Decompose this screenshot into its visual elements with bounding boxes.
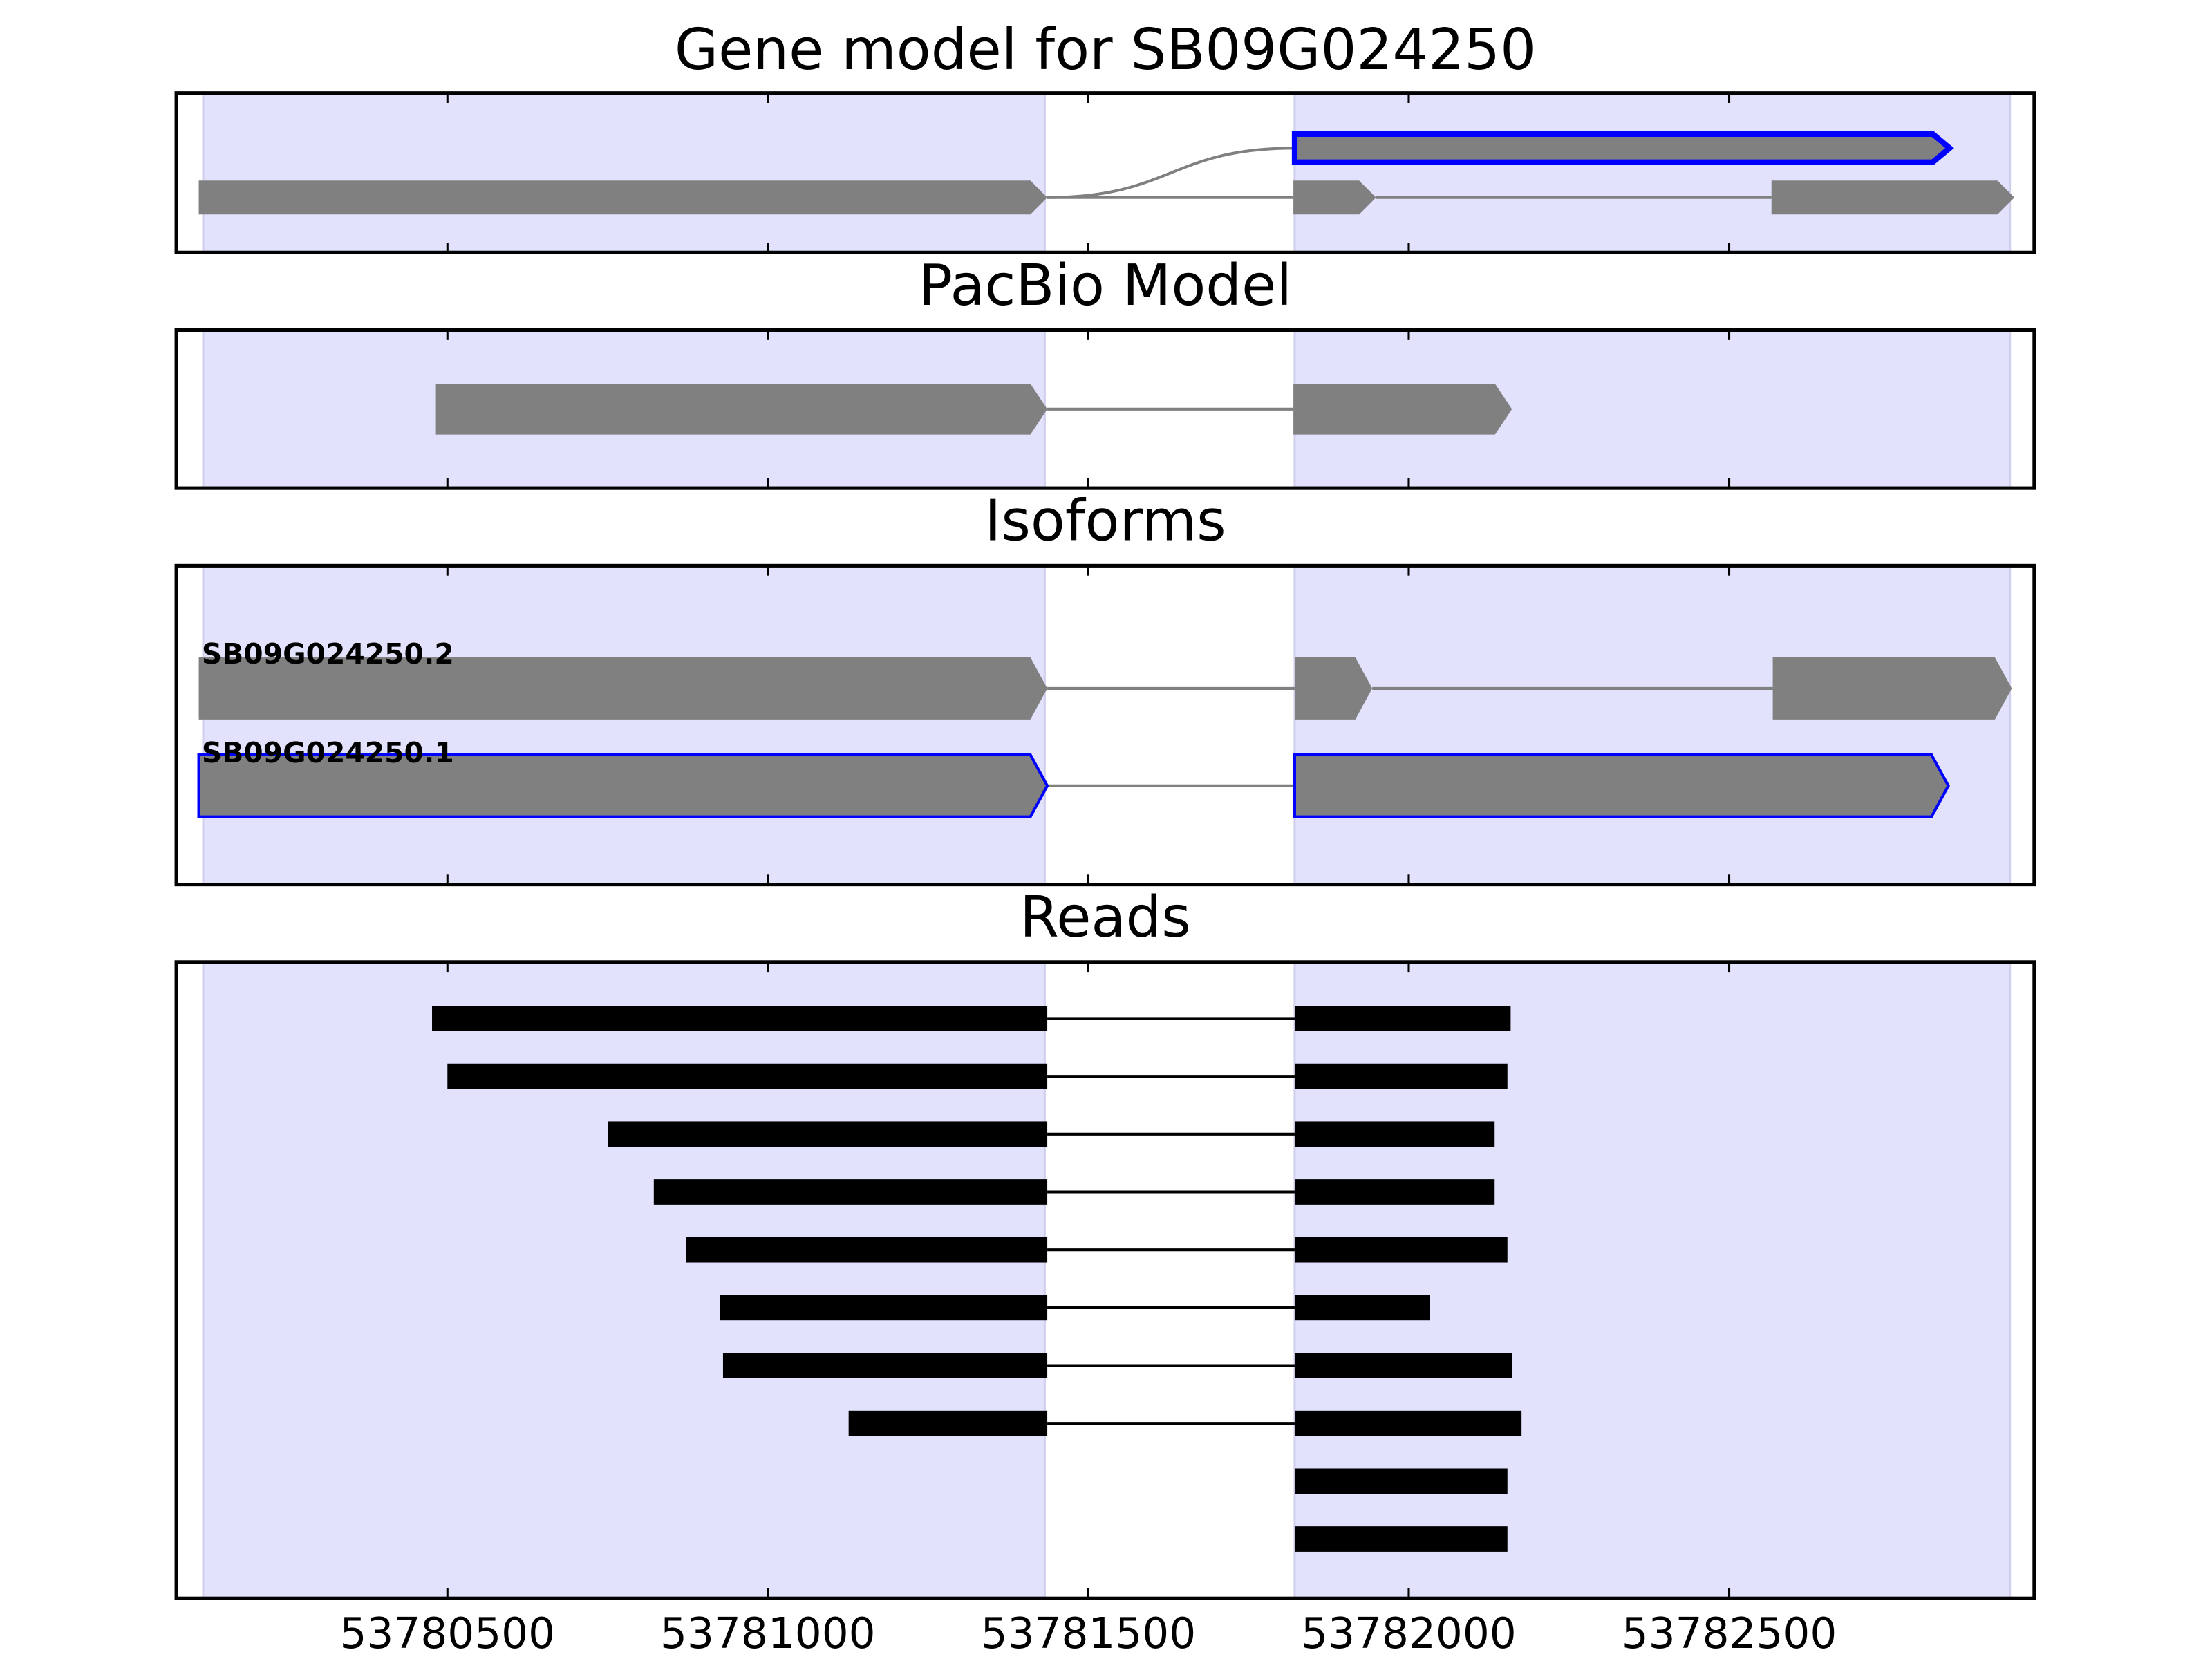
read-block: [432, 1006, 1048, 1031]
panel-title: Gene model for SB09G024250: [675, 17, 1536, 83]
isoform-label: SB09G024250.1: [202, 736, 454, 769]
exon: [1293, 753, 1950, 818]
exon: [435, 384, 1048, 435]
exon: [1293, 180, 1376, 215]
panel-title: Isoforms: [984, 489, 1226, 554]
read-block: [1294, 1237, 1508, 1263]
exon: [1294, 657, 1373, 720]
x-tick-label: 53782500: [1622, 1609, 1837, 1658]
splice-curve: [1047, 147, 1295, 199]
x-tick-label: 53782000: [1301, 1609, 1517, 1658]
read-block: [608, 1121, 1048, 1147]
panel-frame: [174, 328, 2036, 490]
shaded-region: [1293, 564, 2012, 886]
read-block: [653, 1179, 1048, 1205]
read-block: [720, 1295, 1048, 1321]
exon: [198, 657, 1048, 720]
shaded-region: [1293, 961, 2012, 1600]
exon: [1293, 384, 1512, 435]
x-tick-label: 53781000: [660, 1609, 876, 1658]
shaded-region: [202, 961, 1046, 1600]
read-block: [1294, 1295, 1430, 1321]
read-block: [722, 1353, 1048, 1378]
read-block: [686, 1237, 1048, 1263]
panel-title: PacBio Model: [919, 253, 1292, 319]
panel-frame: [174, 91, 2036, 254]
panel-frame: [174, 960, 2036, 1600]
read-block: [1294, 1179, 1495, 1205]
x-tick-label: 53781500: [981, 1609, 1197, 1658]
read-block: [1294, 1410, 1522, 1436]
read-block: [1294, 1063, 1508, 1089]
isoform-label: SB09G024250.2: [202, 637, 454, 671]
x-tick-label: 53780500: [339, 1609, 555, 1658]
exon: [1771, 180, 2015, 215]
exon: [198, 180, 1048, 215]
exon: [1772, 657, 2012, 720]
exon: [1291, 131, 1954, 165]
shaded-region: [202, 92, 1046, 254]
read-block: [447, 1063, 1048, 1089]
read-block: [1294, 1006, 1511, 1031]
read-block: [1294, 1121, 1495, 1147]
read-block: [848, 1410, 1048, 1436]
read-block: [1294, 1353, 1512, 1378]
shaded-region: [202, 564, 1046, 886]
panel-title: Reads: [1020, 885, 1191, 950]
panel-frame: [174, 563, 2036, 887]
read-block: [1294, 1468, 1508, 1494]
read-block: [1294, 1526, 1508, 1552]
shaded-region: [1293, 92, 2012, 254]
exon: [197, 753, 1049, 818]
